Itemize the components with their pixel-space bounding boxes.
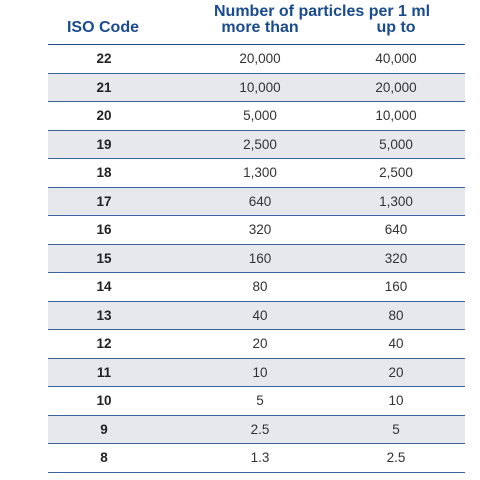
cell-more-than: 2,500 bbox=[243, 136, 277, 152]
cell-up-to: 40 bbox=[388, 336, 404, 351]
table-row: 18 1,300 2,500 bbox=[48, 159, 465, 188]
cell-more-than: 640 bbox=[248, 193, 272, 209]
header-up-to: up to bbox=[376, 19, 416, 36]
cell-more-than: 2.5 bbox=[250, 421, 270, 437]
table-row: 16 320 640 bbox=[48, 216, 465, 245]
cell-up-to: 320 bbox=[384, 250, 408, 266]
cell-up-to: 640 bbox=[384, 222, 408, 237]
cell-up-to: 5 bbox=[392, 421, 400, 437]
table-row: 13 40 80 bbox=[48, 301, 465, 330]
cell-more-than: 1.3 bbox=[250, 450, 270, 465]
cell-up-to: 80 bbox=[388, 307, 404, 323]
cell-more-than: 1,300 bbox=[243, 165, 277, 180]
cell-up-to: 10 bbox=[388, 393, 404, 408]
table-body: 22 20,000 40,000 21 10,000 20,000 20 5,000 10,00… bbox=[48, 44, 465, 473]
cell-iso-code: 20 bbox=[96, 108, 112, 123]
cell-iso-code: 11 bbox=[96, 364, 112, 380]
cell-more-than: 40 bbox=[252, 307, 268, 323]
cell-up-to: 20,000 bbox=[375, 79, 417, 95]
table-row: 22 20,000 40,000 bbox=[48, 45, 465, 74]
cell-iso-code: 13 bbox=[96, 307, 112, 323]
table-row: 12 20 40 bbox=[48, 330, 465, 359]
cell-up-to: 1,300 bbox=[379, 193, 413, 209]
cell-iso-code: 16 bbox=[96, 222, 112, 237]
cell-iso-code: 9 bbox=[100, 421, 108, 437]
cell-more-than: 80 bbox=[252, 279, 268, 294]
cell-more-than: 10,000 bbox=[239, 79, 281, 95]
table-row: 8 1.3 2.5 bbox=[48, 444, 465, 473]
table-row: 9 2.5 5 bbox=[48, 415, 465, 444]
cell-more-than: 160 bbox=[248, 250, 272, 266]
table-header: ISO Code Number of particles per 1 ml mo… bbox=[0, 0, 480, 44]
cell-up-to: 20 bbox=[388, 364, 404, 380]
header-particles-title: Number of particles per 1 ml bbox=[214, 3, 431, 20]
cell-iso-code: 18 bbox=[96, 165, 112, 180]
table-row: 19 2,500 5,000 bbox=[48, 130, 465, 159]
cell-iso-code: 22 bbox=[96, 51, 112, 66]
cell-up-to: 10,000 bbox=[375, 108, 417, 123]
cell-up-to: 2,500 bbox=[379, 165, 413, 180]
cell-iso-code: 10 bbox=[96, 393, 112, 408]
cell-more-than: 20 bbox=[252, 336, 268, 351]
cell-more-than: 5 bbox=[256, 393, 264, 408]
table-row: 21 10,000 20,000 bbox=[48, 73, 465, 102]
table-row: 10 5 10 bbox=[48, 387, 465, 416]
cell-iso-code: 14 bbox=[96, 279, 112, 294]
cell-iso-code: 12 bbox=[96, 336, 112, 351]
header-iso-code: ISO Code bbox=[66, 19, 139, 36]
cell-up-to: 5,000 bbox=[379, 136, 413, 152]
cell-more-than: 10 bbox=[252, 364, 268, 380]
table-row: 14 80 160 bbox=[48, 273, 465, 302]
table-row: 11 10 20 bbox=[48, 358, 465, 387]
cell-iso-code: 8 bbox=[100, 450, 108, 465]
cell-more-than: 320 bbox=[248, 222, 272, 237]
cell-up-to: 160 bbox=[384, 279, 408, 294]
cell-up-to: 2.5 bbox=[386, 450, 406, 465]
cell-up-to: 40,000 bbox=[375, 51, 417, 66]
table-row: 15 160 320 bbox=[48, 244, 465, 273]
cell-iso-code: 15 bbox=[96, 250, 112, 266]
cell-iso-code: 17 bbox=[96, 193, 112, 209]
table-row: 20 5,000 10,000 bbox=[48, 102, 465, 131]
cell-iso-code: 19 bbox=[96, 136, 112, 152]
cell-iso-code: 21 bbox=[96, 79, 112, 95]
table-row: 17 640 1,300 bbox=[48, 187, 465, 216]
header-more-than: more than bbox=[221, 19, 299, 36]
cell-more-than: 20,000 bbox=[239, 51, 281, 66]
cell-more-than: 5,000 bbox=[243, 108, 277, 123]
